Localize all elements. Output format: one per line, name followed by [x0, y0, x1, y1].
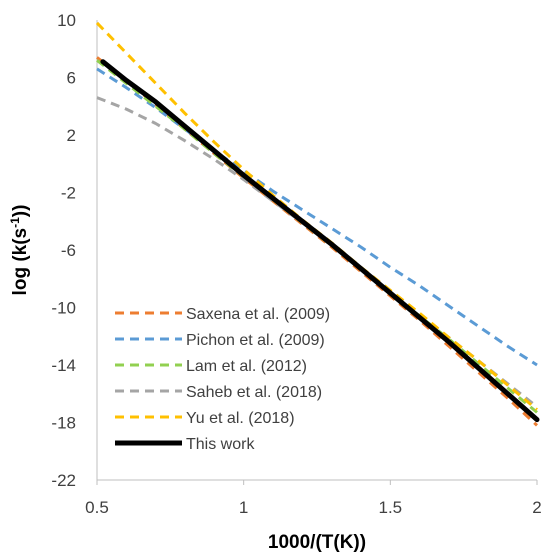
y-axis-title-superscript: -1: [8, 217, 22, 228]
y-tick-label: 10: [57, 11, 76, 30]
y-axis-title-base: log (k(s: [10, 228, 31, 296]
legend-label: Yu et al. (2018): [186, 410, 295, 427]
series-lines: [95, 21, 540, 427]
svg-text:log (k(s-1)): log (k(s-1)): [8, 205, 31, 296]
x-tick-label: 2: [532, 498, 541, 517]
legend-label: Lam et al. (2012): [186, 358, 307, 375]
y-tick-label: 2: [67, 126, 76, 145]
legend-label: This work: [186, 436, 255, 453]
x-tick-label: 0.5: [85, 498, 109, 517]
y-axis-title: log (k(s-1)): [8, 205, 31, 296]
y-tick-label: -18: [51, 414, 76, 433]
legend-label: Saxena et al. (2009): [186, 306, 330, 323]
plot-area: [96, 20, 537, 481]
x-tick-label: 1: [239, 498, 248, 517]
series-line-5: [100, 59, 540, 423]
legend-label: Saheb et al. (2018): [186, 384, 322, 401]
x-axis-title: 1000/(T(K)): [268, 532, 366, 553]
legend: Saxena et al. (2009) Pichon et al. (2009)…: [107, 296, 365, 474]
series-line-1: [96, 67, 538, 367]
y-tick-label: -6: [61, 241, 76, 260]
y-tick-label: -2: [61, 184, 76, 203]
series-line-2: [96, 59, 538, 414]
y-tick-label: -22: [51, 471, 76, 490]
x-tick-labels: 0.5 1 1.5 2: [85, 480, 542, 517]
y-tick-label: -10: [51, 299, 76, 318]
y-tick-label: 6: [67, 69, 76, 88]
x-tick-label: 1.5: [379, 498, 403, 517]
y-axis-title-tail: )): [10, 205, 31, 218]
y-tick-label: -14: [51, 356, 76, 375]
y-tick-labels: 10 6 2 -2 -6 -10 -14 -18 -22: [51, 11, 76, 490]
legend-label: Pichon et al. (2009): [186, 332, 325, 349]
